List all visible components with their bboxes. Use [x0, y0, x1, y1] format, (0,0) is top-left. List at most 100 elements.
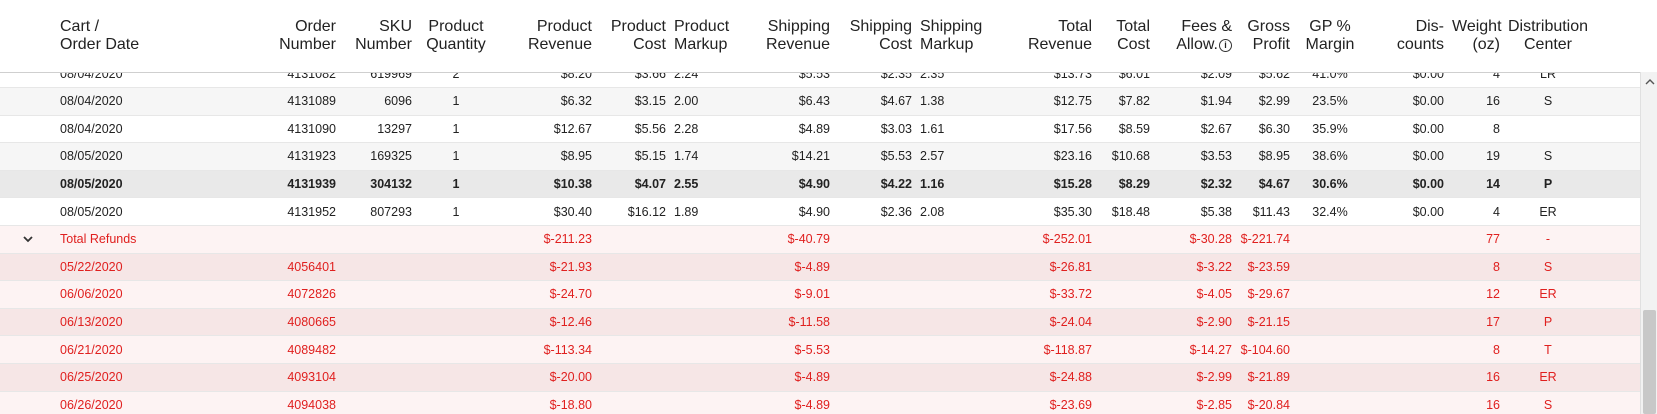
cell-pmark: 2.28 [674, 121, 699, 136]
cell-prev: $-18.80 [549, 397, 592, 412]
cell-gpm: 32.4% [1312, 204, 1348, 219]
column-header-smark[interactable]: Shipping Markup [916, 18, 984, 54]
cell-prev: $30.40 [553, 204, 592, 219]
cell-trev: $23.16 [1053, 149, 1092, 164]
cell-weight: 8 [1493, 121, 1500, 136]
scrollbar-thumb[interactable] [1643, 310, 1656, 414]
column-header-weight[interactable]: Weight (oz) [1448, 18, 1504, 54]
cell-sku: 807293 [370, 204, 412, 219]
table-row[interactable]: 08/04/2020 4131089 6096 1 $6.32 $3.15 2.00 $6.4… [0, 88, 1640, 116]
refund-row[interactable]: 06/26/2020 4094038 $-18.80 $-4.89 $-23.69 $-2… [0, 391, 1640, 414]
cell-tcost: $8.29 [1118, 177, 1150, 192]
cell-fees: $5.38 [1200, 204, 1232, 219]
column-header-srev[interactable]: Shipping Revenue [732, 18, 834, 54]
cell-pcost: $5.15 [634, 149, 666, 164]
cell-pcost: $3.15 [634, 94, 666, 109]
cell-date: 06/06/2020 [60, 287, 123, 302]
cell-dc: ER [1539, 370, 1557, 385]
column-header-label: Shipping Revenue [765, 18, 830, 53]
column-header-trev[interactable]: Total Revenue [984, 18, 1096, 54]
table-row[interactable]: 08/04/2020 4131082 619969 2 $8.20 $3.66 2.24 $5… [0, 73, 1640, 88]
cell-fees: $2.32 [1200, 177, 1232, 192]
cell-date: 08/05/2020 [60, 204, 123, 219]
cell-disc: $0.00 [1412, 94, 1444, 109]
cell-dc: - [1545, 232, 1551, 247]
cell-qty: 1 [452, 177, 460, 192]
cell-scost: $2.36 [880, 204, 912, 219]
column-header-date[interactable]: Cart / Order Date [56, 18, 256, 54]
cell-disc: $0.00 [1412, 177, 1444, 192]
cell-tcost: $7.82 [1118, 94, 1150, 109]
column-header-qty[interactable]: Product Quantity [416, 18, 496, 54]
cell-tcost: $6.01 [1118, 73, 1150, 81]
table-row[interactable]: 08/05/2020 4131939 304132 1 $10.38 $4.07 2.55 $… [0, 170, 1640, 199]
cell-prev: $8.20 [560, 73, 592, 81]
cell-scost: $5.53 [880, 149, 912, 164]
column-header-pcost[interactable]: Product Cost [596, 18, 670, 54]
cell-order: 4094038 [287, 397, 336, 412]
column-header-dc[interactable]: Distribution Center [1504, 18, 1592, 54]
cell-date: 06/13/2020 [60, 315, 123, 330]
column-header-pmark[interactable]: Product Markup [670, 18, 732, 54]
cell-weight: 14 [1486, 177, 1500, 192]
table-body: 08/04/2020 4131082 619969 2 $8.20 $3.66 2.24 $5… [0, 73, 1640, 414]
column-header-label: Distribution Center [1508, 18, 1589, 53]
column-header-fees[interactable]: Fees & Allow. i [1154, 18, 1236, 54]
cell-scost: $2.35 [880, 73, 912, 81]
cell-pcost: $3.66 [634, 73, 666, 81]
cell-prev: $-20.00 [549, 370, 592, 385]
refund-row[interactable]: 06/25/2020 4093104 $-20.00 $-4.89 $-24.88 $-2… [0, 363, 1640, 392]
cell-scost: $4.22 [880, 177, 912, 192]
column-header-disc[interactable]: Dis- counts [1366, 18, 1448, 54]
cell-srev: $-11.58 [788, 315, 830, 330]
cell-date: 08/05/2020 [60, 177, 123, 192]
cell-date: Total Refunds [60, 232, 137, 247]
table-row[interactable]: 08/04/2020 4131090 13297 1 $12.67 $5.56 2.28 $4… [0, 116, 1640, 144]
cell-tcost: $8.59 [1118, 121, 1150, 136]
cell-gp: $11.43 [1252, 204, 1290, 219]
expand-refunds-toggle[interactable] [0, 233, 56, 245]
cell-pmark: 1.89 [674, 204, 699, 219]
info-icon[interactable]: i [1219, 39, 1232, 52]
refund-row[interactable]: 06/21/2020 4089482 $-113.34 $-5.53 $-118.87 $… [0, 336, 1640, 364]
cell-sku: 304132 [370, 177, 412, 192]
scroll-up-button[interactable] [1641, 76, 1657, 88]
column-header-tcost[interactable]: Total Cost [1096, 18, 1154, 54]
vertical-scrollbar[interactable] [1640, 72, 1657, 414]
cell-prev: $-211.23 [543, 232, 592, 247]
cell-srev: $-9.01 [794, 287, 830, 302]
column-header-gpm[interactable]: GP % Margin [1294, 18, 1366, 54]
table-row[interactable]: 08/05/2020 4131923 169325 1 $8.95 $5.15 1.74 $1… [0, 143, 1640, 171]
cell-smark: 1.61 [920, 121, 945, 136]
column-header-order[interactable]: Order Number [256, 18, 340, 54]
cell-date: 06/25/2020 [60, 370, 123, 385]
column-header-label: Total Revenue [1027, 18, 1092, 53]
column-header-sku[interactable]: SKU Number [340, 18, 416, 54]
column-header-gp[interactable]: Gross Profit [1236, 18, 1294, 54]
refund-row[interactable]: 06/06/2020 4072826 $-24.70 $-9.01 $-33.72 $-4… [0, 281, 1640, 309]
column-header-label: Product Cost [610, 18, 666, 53]
column-header-label: Shipping Markup [920, 18, 983, 53]
table-row[interactable]: 08/05/2020 4131952 807293 1 $30.40 $16.12 1.89… [0, 198, 1640, 226]
column-header-prev[interactable]: Product Revenue [496, 18, 596, 54]
cell-date: 08/04/2020 [60, 94, 123, 109]
refund-row[interactable]: 06/13/2020 4080665 $-12.46 $-11.58 $-24.04 $-… [0, 308, 1640, 337]
refund-row[interactable]: 05/22/2020 4056401 $-21.93 $-4.89 $-26.81 $-3… [0, 253, 1640, 282]
cell-dc: P [1543, 177, 1553, 192]
cell-gp: $-104.60 [1240, 342, 1290, 357]
cell-weight: 17 [1486, 315, 1500, 330]
cell-trev: $-24.04 [1049, 315, 1092, 330]
cell-fees: $2.67 [1200, 121, 1232, 136]
cell-srev: $4.89 [798, 121, 830, 136]
cell-order: 4131952 [287, 204, 336, 219]
column-header-label: SKU Number [355, 18, 412, 53]
column-header-scost[interactable]: Shipping Cost [834, 18, 916, 54]
refund-total-row[interactable]: Total Refunds $-211.23 $-40.79 $-252.01 $-30… [0, 225, 1640, 254]
cell-sku: 13297 [377, 121, 412, 136]
cell-fees: $2.09 [1200, 73, 1232, 81]
cell-disc: $0.00 [1412, 204, 1444, 219]
cell-gp: $-29.67 [1247, 287, 1290, 302]
cell-prev: $8.95 [560, 149, 592, 164]
cell-fees: $3.53 [1200, 149, 1232, 164]
